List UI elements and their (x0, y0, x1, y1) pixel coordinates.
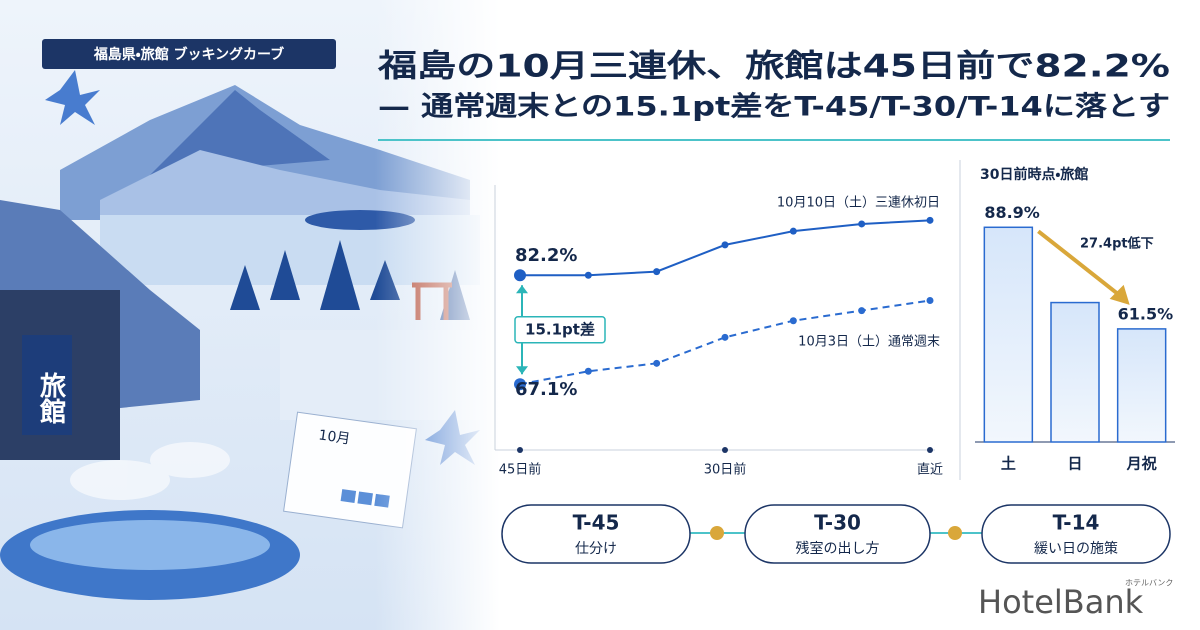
point (584, 367, 592, 375)
step-code: T-30 (814, 511, 861, 535)
x-tick (517, 447, 523, 453)
step-label: 仕分け (575, 541, 617, 557)
point (858, 307, 866, 315)
x-tick-label: 45日前 (499, 462, 542, 478)
x-tick-label: 30日前 (704, 462, 747, 478)
timeline-step (981, 504, 1171, 564)
x-tick-label: 直近 (917, 462, 943, 478)
bar-title: 30日前時点・旅館 (980, 166, 1088, 183)
series-label: 10月3日（土）通常週末 (798, 335, 940, 350)
timeline-step (744, 504, 931, 564)
point (653, 359, 661, 367)
step-label: 緩い日の施策 (1034, 540, 1118, 557)
timeline-dot (948, 526, 962, 540)
value-label: 88.9% (984, 203, 1040, 222)
x-tick-label: 日 (1067, 455, 1082, 473)
point (514, 378, 526, 391)
series-label: 10月10日（土）三連休初日 (777, 195, 940, 211)
step-label: 残室の出し方 (796, 541, 880, 557)
illustration (0, 0, 500, 630)
title: 福島の10月三連休、旅館は45日前で82.2% (377, 49, 1170, 85)
arrow-head (516, 285, 528, 294)
arrow-head (516, 366, 528, 375)
gap-box (514, 316, 606, 344)
point (789, 317, 797, 325)
point (789, 227, 797, 235)
point (926, 216, 934, 224)
gap-label: 15.1pt差 (525, 320, 595, 338)
logo-kana: ホテルバンク (1125, 579, 1173, 588)
bar (1050, 301, 1100, 443)
x-tick (722, 447, 728, 453)
point (514, 269, 526, 282)
fade (0, 0, 500, 630)
badge (42, 39, 336, 69)
point (653, 268, 661, 276)
point (584, 271, 592, 279)
x-tick-label: 土 (1001, 455, 1016, 473)
logo: HotelBank (978, 583, 1144, 621)
sign-text: 旅館 (36, 372, 67, 424)
point (926, 297, 934, 304)
value-label: 67.1% (515, 379, 577, 400)
value-label: 61.5% (1118, 304, 1174, 323)
calendar-month: 10月 (317, 427, 351, 447)
value-label: 82.2% (515, 245, 577, 266)
timeline-dot (710, 526, 724, 540)
annotation: 27.4pt低下 (1080, 236, 1154, 252)
point (721, 241, 729, 249)
bar (983, 226, 1034, 443)
x-tick-label: 月祝 (1126, 455, 1157, 473)
drop-arrow (1037, 229, 1123, 299)
timeline-step (501, 504, 691, 564)
arrow-head (1109, 284, 1130, 305)
point (721, 333, 729, 341)
step-code: T-14 (1053, 511, 1100, 535)
subtitle: — 通常週末との15.1pt差をT-45/T-30/T-14に落とす (378, 91, 1170, 123)
badge-text: 福島県・旅館 ブッキングカーブ (93, 46, 284, 63)
point (858, 220, 866, 228)
x-tick (927, 447, 933, 453)
step-code: T-45 (573, 511, 620, 535)
bar (1116, 328, 1167, 443)
